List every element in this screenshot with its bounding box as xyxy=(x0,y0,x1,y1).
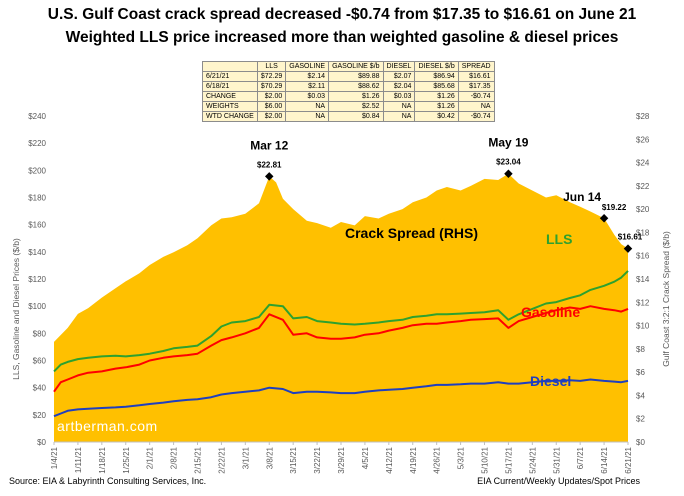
y2-tick-label: $16 xyxy=(636,252,650,261)
annotation-date: Jun 14 xyxy=(563,190,601,204)
x-tick-label: 1/18/21 xyxy=(98,446,107,473)
y-tick-label: $20 xyxy=(33,411,47,420)
watermark: artberman.com xyxy=(57,418,158,434)
y2-tick-label: $28 xyxy=(636,112,650,121)
price-lines-layer xyxy=(53,270,629,418)
y-tick-label: $40 xyxy=(33,384,47,393)
y2-tick-label: $6 xyxy=(636,368,645,377)
annotation-value: $22.81 xyxy=(257,160,282,169)
x-tick-label: 6/7/21 xyxy=(576,446,585,469)
y-tick-label: $100 xyxy=(28,302,46,311)
x-tick-label: 2/8/21 xyxy=(170,446,179,469)
annotation-value: $16.61 xyxy=(618,233,643,242)
axes-layer: $0 $20 $40 $60 $80 $100 $120 $140 $160 $180 $200 $2… xyxy=(11,112,671,474)
chart-subtitle: Weighted LLS price increased more than w… xyxy=(65,29,619,46)
y2-tick-label: $4 xyxy=(636,391,645,400)
crack-area-layer xyxy=(54,173,628,442)
annotation-value: $19.22 xyxy=(602,203,627,212)
lls-line xyxy=(53,270,629,373)
x-tick-label: 2/15/21 xyxy=(194,446,203,473)
crack-series-label: Crack Spread (RHS) xyxy=(345,225,478,241)
x-tick-label: 3/29/21 xyxy=(337,446,346,473)
y-tick-label: $80 xyxy=(33,329,47,338)
x-tick-label: 2/1/21 xyxy=(146,446,155,469)
x-tick-label: 1/25/21 xyxy=(122,446,131,473)
x-tick-label: 5/31/21 xyxy=(552,446,561,473)
annotation-date: May 19 xyxy=(488,136,528,150)
source-note: Source: EIA & Labyrinth Consulting Servi… xyxy=(9,476,207,486)
x-tick-label: 3/8/21 xyxy=(265,446,274,469)
y2-axis-title: Gulf Coast 3:2:1 Crack Spread ($/b) xyxy=(661,231,671,367)
y2-tick-label: $0 xyxy=(636,438,645,447)
lls-series-label: LLS xyxy=(546,231,572,247)
x-tick-label: 4/19/21 xyxy=(409,446,418,473)
table-cell: $0.84 xyxy=(328,111,384,122)
y2-tick-label: $22 xyxy=(636,182,650,191)
summary-table: LLS GASOLINE GASOLINE $/b DIESEL DIESEL … xyxy=(202,61,495,122)
y2-tick-label: $14 xyxy=(636,275,650,284)
table-row: CHANGE $2.00 $0.03 $1.26 $0.03 $1.26 -$0… xyxy=(202,91,495,102)
x-tick-label: 3/15/21 xyxy=(289,446,298,473)
y-tick-label: $120 xyxy=(28,275,46,284)
annotation-marker xyxy=(504,169,513,178)
table-cell: $0.42 xyxy=(414,111,459,122)
y2-tick-label: $2 xyxy=(636,415,645,424)
x-tick-label: 3/22/21 xyxy=(313,446,322,473)
y2-tick-label: $10 xyxy=(636,322,650,331)
y2-tick-label: $8 xyxy=(636,345,645,354)
table-cell: -$0.74 xyxy=(457,111,495,122)
y2-tick-label: $26 xyxy=(636,135,650,144)
y-tick-label: $220 xyxy=(28,139,46,148)
x-tick-label: 6/21/21 xyxy=(624,446,633,473)
data-note: EIA Current/Weekly Updates/Spot Prices xyxy=(477,476,640,486)
annotation-marker xyxy=(265,172,274,181)
gasoline-line xyxy=(53,305,629,393)
x-tick-label: 4/5/21 xyxy=(361,446,370,469)
y-tick-label: $60 xyxy=(33,357,47,366)
x-tick-label: 2/22/21 xyxy=(217,446,226,473)
table-header-row: LLS GASOLINE GASOLINE $/b DIESEL DIESEL … xyxy=(202,61,495,72)
table-row: WEIGHTS $6.00 NA $2.52 NA $1.26 NA xyxy=(202,101,495,112)
annotation-value: $23.04 xyxy=(496,158,521,167)
y-axis-title: LLS, Gasoline and Diesel Prices ($/b) xyxy=(11,238,21,380)
x-tick-label: 4/12/21 xyxy=(385,446,394,473)
annotation-date: Mar 12 xyxy=(250,138,288,152)
x-tick-label: 3/1/21 xyxy=(241,446,250,469)
diesel-series-label: Diesel xyxy=(530,373,571,389)
chart-title: U.S. Gulf Coast crack spread decreased -… xyxy=(47,6,637,23)
y-tick-label: $240 xyxy=(28,112,46,121)
y2-tick-label: $20 xyxy=(636,205,650,214)
y-tick-label: $0 xyxy=(37,438,46,447)
y-tick-label: $180 xyxy=(28,194,46,203)
y2-tick-label: $24 xyxy=(636,159,650,168)
table-row: WTD CHANGE $2.00 NA $0.84 NA $0.42 -$0.7… xyxy=(202,111,495,122)
labels-layer: Crack Spread (RHS) LLS Gasoline Diesel $22.8… xyxy=(57,136,643,434)
x-tick-label: 1/11/21 xyxy=(74,446,83,473)
x-tick-label: 5/3/21 xyxy=(457,446,466,469)
x-tick-label: 5/10/21 xyxy=(481,446,490,473)
x-tick-label: 6/14/21 xyxy=(600,446,609,473)
diesel-line xyxy=(53,378,629,418)
y-tick-label: $200 xyxy=(28,166,46,175)
y-tick-label: $160 xyxy=(28,221,46,230)
y-tick-label: $140 xyxy=(28,248,46,257)
y2-tick-label: $18 xyxy=(636,228,650,237)
gasoline-series-label: Gasoline xyxy=(521,304,580,320)
x-tick-label: 4/26/21 xyxy=(433,446,442,473)
x-tick-label: 5/24/21 xyxy=(528,446,537,473)
x-tick-label: 5/17/21 xyxy=(504,446,513,473)
table-cell: $2.00 xyxy=(256,111,287,122)
x-tick-label: 1/4/21 xyxy=(50,446,59,469)
crack-spread-area xyxy=(54,173,628,442)
y2-tick-label: $12 xyxy=(636,298,650,307)
